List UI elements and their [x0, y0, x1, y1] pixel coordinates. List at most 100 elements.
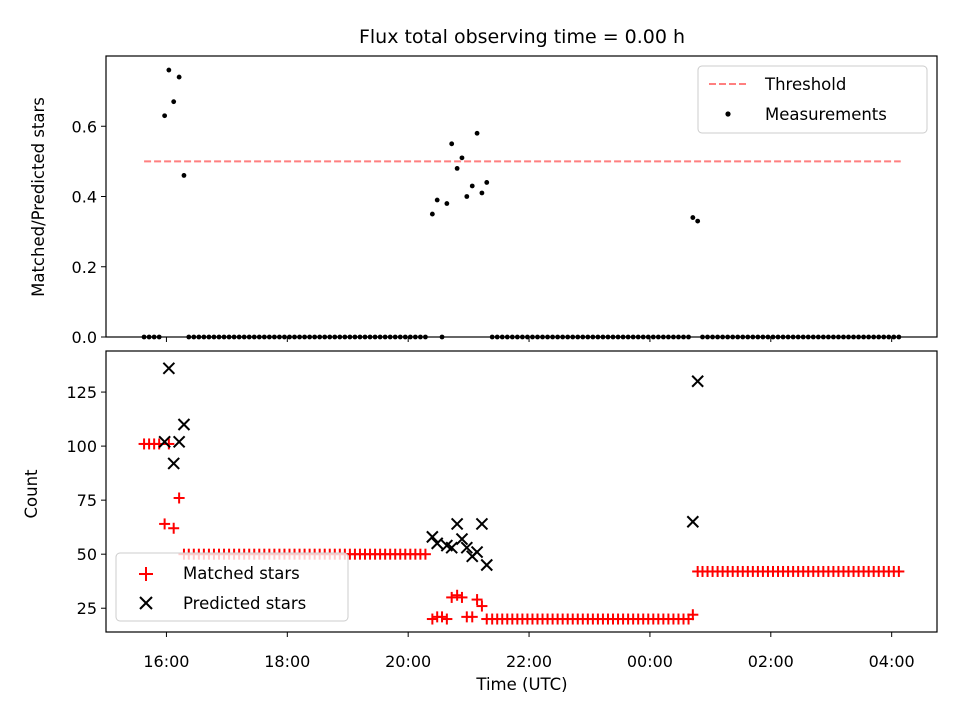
matched-star-point — [159, 518, 171, 530]
predicted-star-point — [177, 418, 191, 431]
counts-y-tick-label: 75 — [77, 491, 97, 510]
measurement-point — [459, 155, 465, 161]
predicted-star-point — [162, 362, 176, 375]
predicted-star-stroke — [450, 517, 464, 531]
predicted-star-stroke — [686, 515, 700, 528]
measurement-point — [166, 67, 172, 73]
measurement-point — [474, 130, 480, 136]
counts-y-tick-label: 125 — [66, 383, 97, 402]
matched-star-point — [419, 548, 431, 560]
predicted-star-point — [475, 517, 489, 531]
predicted-star-stroke — [440, 539, 454, 552]
predicted-star-point — [470, 545, 484, 559]
predicted-star-point — [158, 435, 171, 448]
matched-legend-label: Matched stars — [183, 564, 300, 583]
x-tick-label: 04:00 — [869, 652, 915, 671]
measurement-point — [176, 74, 182, 80]
matched-star-point — [436, 611, 448, 623]
counts-panel: 25 50 75 100 125 16:00 18:00 20:00 22:00 00:00 02… — [22, 350, 938, 694]
predicted-legend-marker — [139, 596, 153, 610]
predicted-star-point — [172, 435, 186, 448]
predicted-star-stroke — [475, 517, 489, 531]
matched-star-point — [163, 438, 175, 450]
ratio-y-tick-label: 0.2 — [72, 258, 97, 277]
matched-star-point — [692, 565, 704, 577]
measurement-point — [162, 113, 168, 119]
predicted-legend-label: Predicted stars — [183, 594, 306, 613]
predicted-star-stroke — [445, 541, 458, 554]
ratio-legend: Threshold Measurements — [697, 65, 928, 134]
ratio-panel: 0.0 0.2 0.4 0.6 Matched/Predicted stars Thr… — [29, 55, 938, 347]
predicted-star-point — [430, 537, 444, 550]
predicted-star-point — [426, 530, 439, 544]
matched-star-point — [441, 613, 453, 625]
predicted-star-stroke — [455, 532, 469, 546]
x-axis-label: Time (UTC) — [475, 675, 567, 694]
matched-star-point — [687, 609, 699, 621]
predicted-star-point — [686, 515, 700, 528]
x-tick-label: 18:00 — [264, 652, 310, 671]
predicted-star-point — [460, 541, 474, 554]
predicted-star-point — [691, 375, 704, 388]
measurement-point — [454, 166, 460, 171]
predicted-star-stroke — [426, 530, 439, 544]
predicted-star-stroke — [162, 362, 176, 375]
measurement-point — [181, 173, 187, 178]
matched-star-point — [456, 591, 468, 603]
predicted-star-stroke — [177, 418, 191, 431]
predicted-star-point — [480, 558, 493, 572]
measurement-point — [171, 99, 177, 105]
matched-star-point — [481, 613, 493, 625]
counts-y-ticks: 25 50 75 100 125 — [66, 383, 106, 618]
ratio-y-axis-label: Matched/Predicted stars — [29, 97, 48, 297]
counts-y-tick-label: 50 — [77, 545, 97, 564]
counts-legend-box — [115, 552, 349, 622]
measurements-legend-label: Measurements — [765, 105, 887, 124]
counts-y-tick-label: 25 — [77, 599, 97, 618]
measurement-point — [690, 215, 696, 220]
measurement-point — [479, 190, 485, 196]
counts-legend: Matched stars Predicted stars — [115, 552, 349, 622]
measurement-point — [464, 194, 470, 199]
measurement-point — [695, 218, 701, 224]
measurement-point — [444, 201, 450, 206]
predicted-star-point — [445, 541, 458, 554]
ratio-marks — [141, 67, 902, 340]
predicted-star-stroke — [480, 558, 493, 572]
counts-y-tick-label: 100 — [66, 437, 97, 456]
predicted-star-stroke — [172, 435, 186, 448]
chart-title: Flux total observing time = 0.00 h — [359, 26, 685, 48]
measurement-point — [429, 211, 435, 217]
matched-star-point — [451, 589, 463, 601]
x-tick-label: 20:00 — [385, 652, 431, 671]
ratio-y-tick-label: 0.4 — [72, 188, 97, 207]
matched-star-point — [446, 591, 458, 603]
measurement-point — [469, 183, 475, 189]
measurements-legend-marker — [725, 111, 731, 117]
predicted-star-stroke — [470, 545, 484, 559]
ratio-y-tick-label: 0.0 — [72, 328, 97, 347]
predicted-star-stroke — [158, 435, 171, 448]
ratio-x-ticks — [165, 337, 893, 342]
predicted-star-stroke — [460, 541, 474, 554]
matched-star-point — [173, 492, 185, 504]
counts-x-ticks: 16:00 18:00 20:00 22:00 00:00 02:00 04:00 — [143, 632, 915, 671]
matched-star-point — [893, 565, 905, 577]
x-tick-label: 16:00 — [143, 652, 189, 671]
ratio-y-tick-label: 0.6 — [72, 117, 97, 136]
ratio-y-ticks: 0.0 0.2 0.4 0.6 — [72, 117, 106, 347]
predicted-star-stroke — [167, 457, 180, 470]
predicted-star-stroke — [691, 375, 704, 388]
measurement-point — [434, 197, 440, 203]
measurement-point — [449, 141, 455, 147]
x-tick-label: 00:00 — [627, 652, 673, 671]
matched-legend-marker — [139, 567, 153, 581]
matched-star-point — [476, 600, 488, 612]
predicted-star-stroke — [430, 537, 444, 550]
predicted-star-point — [167, 457, 180, 470]
matched-star-point — [471, 594, 483, 606]
matched-star-point — [168, 522, 180, 534]
matched-star-point — [466, 611, 478, 623]
matched-star-point — [426, 613, 438, 625]
